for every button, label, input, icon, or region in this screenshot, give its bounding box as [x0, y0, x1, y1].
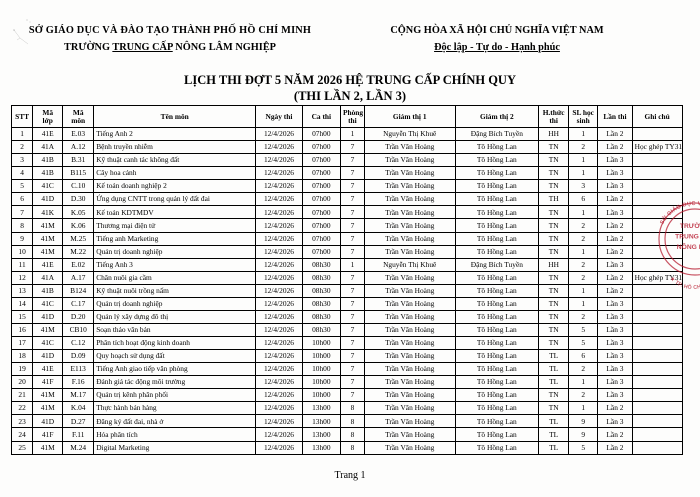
svg-text:TRƯỜNG: TRƯỜNG	[680, 221, 700, 230]
